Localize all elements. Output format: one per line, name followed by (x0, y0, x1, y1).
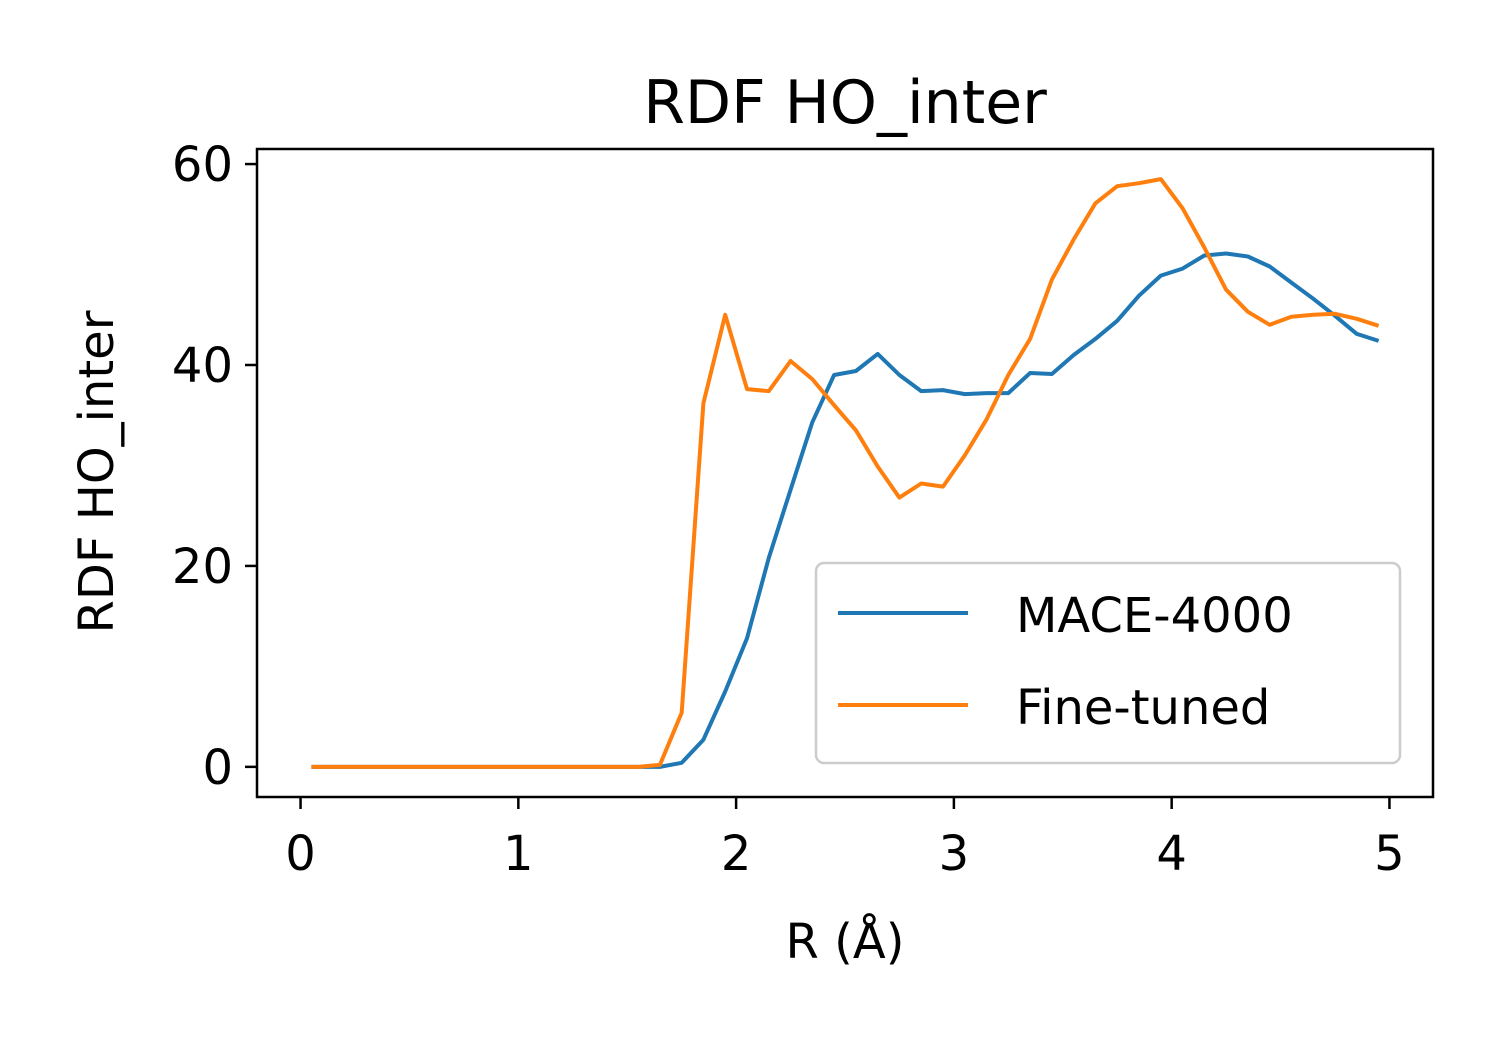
x-tick-label: 1 (503, 826, 534, 882)
y-tick-label: 20 (172, 539, 233, 595)
legend: MACE-4000 Fine-tuned (814, 561, 1402, 765)
x-tick-label: 2 (721, 826, 752, 882)
chart-title: RDF HO_inter (643, 68, 1047, 138)
y-axis-label: RDF HO_inter (69, 310, 125, 633)
y-tick-label: 60 (172, 137, 233, 193)
x-tick-label: 4 (1156, 826, 1187, 882)
x-tick-label: 5 (1374, 826, 1405, 882)
x-axis-ticks: 0 1 2 3 4 5 (285, 797, 1405, 882)
x-tick-label: 3 (939, 826, 970, 882)
plot-lines (311, 177, 1380, 769)
plot-frame (255, 147, 1435, 799)
x-tick-label: 0 (285, 826, 316, 882)
legend-label-mace-4000: MACE-4000 (1016, 588, 1293, 644)
legend-label-fine-tuned: Fine-tuned (1016, 680, 1270, 736)
y-tick-label: 40 (172, 338, 233, 394)
x-axis-label: R (Å) (786, 913, 905, 970)
series-line-fine-tuned (311, 177, 1380, 769)
y-axis-ticks: 0 20 40 60 (172, 137, 257, 796)
y-tick-label: 0 (202, 740, 233, 796)
